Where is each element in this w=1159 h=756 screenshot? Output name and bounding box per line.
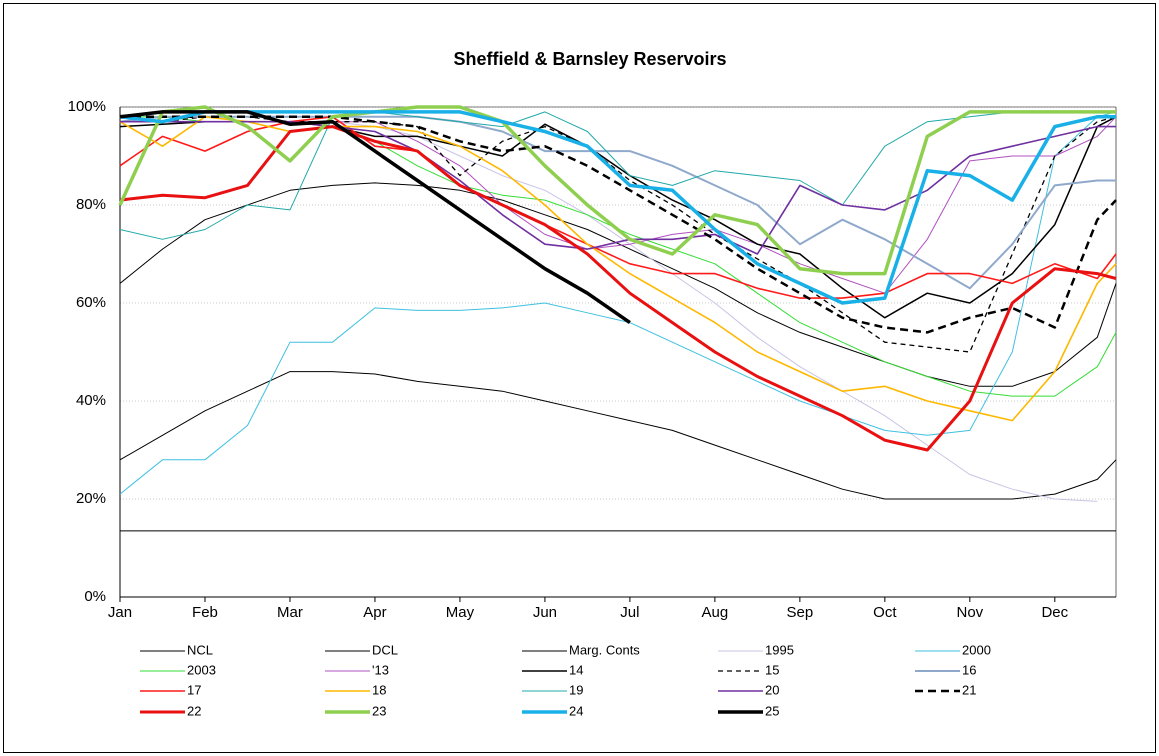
y-tick-label: 0% — [84, 588, 106, 605]
legend-label: 18 — [372, 682, 386, 697]
x-tick-label: Jun — [533, 604, 557, 621]
x-tick-label: Apr — [363, 604, 386, 621]
legend-label: DCL — [372, 642, 398, 657]
legend-label: 2003 — [187, 662, 216, 677]
legend-label: 15 — [765, 662, 779, 677]
legend-label: Marg. Conts — [569, 642, 640, 657]
legend-label: 20 — [765, 682, 779, 697]
x-tick-label: Sep — [787, 604, 814, 621]
y-tick-label: 60% — [76, 294, 106, 311]
series-line — [119, 371, 1117, 500]
series-line — [120, 115, 1117, 334]
legend-label: 24 — [569, 703, 583, 718]
series-line — [119, 110, 631, 325]
legend-label: 23 — [372, 703, 386, 718]
legend-label: 1995 — [765, 642, 794, 657]
legend-label: 19 — [569, 682, 583, 697]
series-line — [119, 125, 1117, 452]
legend-label: 17 — [187, 682, 201, 697]
x-tick-label: Jul — [620, 604, 639, 621]
legend-label: NCL — [187, 642, 213, 657]
y-tick-label: 100% — [68, 98, 106, 115]
legend-label: 22 — [187, 703, 201, 718]
legend-label: 16 — [962, 662, 976, 677]
legend-label: '13 — [372, 662, 389, 677]
legend-label: 21 — [962, 682, 976, 697]
x-tick-label: Aug — [702, 604, 729, 621]
legend-label: 25 — [765, 703, 779, 718]
x-tick-label: Dec — [1041, 604, 1068, 621]
x-tick-label: Jan — [108, 604, 132, 621]
y-tick-label: 40% — [76, 392, 106, 409]
x-tick-label: Mar — [277, 604, 303, 621]
x-tick-label: Nov — [956, 604, 983, 621]
y-tick-label: 80% — [76, 196, 106, 213]
x-tick-label: Oct — [873, 604, 897, 621]
x-tick-label: May — [446, 604, 475, 621]
series-line — [119, 110, 1116, 305]
y-tick-label: 20% — [76, 490, 106, 507]
legend-label: 14 — [569, 662, 583, 677]
series-line — [119, 182, 1117, 387]
series-line — [119, 111, 1116, 240]
legend-label: 2000 — [962, 642, 991, 657]
x-tick-label: Feb — [192, 604, 218, 621]
series-line — [118, 105, 1116, 276]
chart-title: Sheffield & Barnsley Reservoirs — [453, 49, 726, 69]
